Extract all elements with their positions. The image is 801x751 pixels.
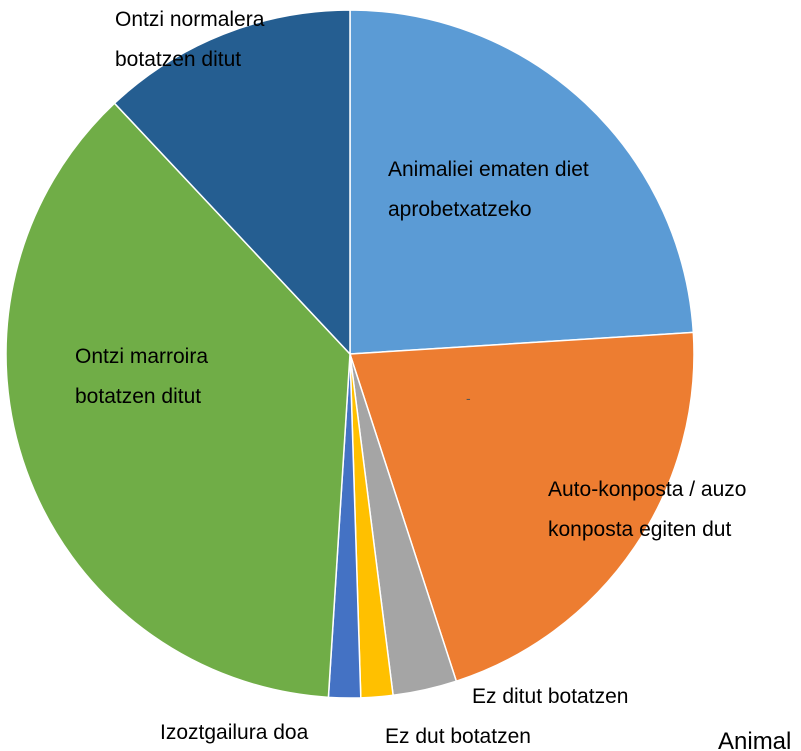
- slice-label: Ontzi normalera botatzen ditut: [115, 8, 265, 71]
- slice-label: Izoztgailura doa: [160, 721, 309, 744]
- pie-slice: [349, 9, 695, 355]
- slice-label: Animaliei ematen diet aprobetxatzeko: [388, 158, 589, 221]
- slice-label: Ez ditut botatzen: [472, 685, 629, 708]
- slice-label: Ez dut botatzen: [385, 725, 531, 748]
- pie-slice: [348, 331, 695, 683]
- slice-label: Ontzi marroira botatzen ditut: [75, 345, 209, 408]
- legend-fragment: Animal: [718, 728, 792, 751]
- annotation: -: [466, 390, 471, 406]
- slice-label: Auto-konposta / auzo konposta egiten dut: [548, 478, 747, 541]
- pie-slice: [113, 9, 351, 356]
- pie-slice: [5, 102, 351, 699]
